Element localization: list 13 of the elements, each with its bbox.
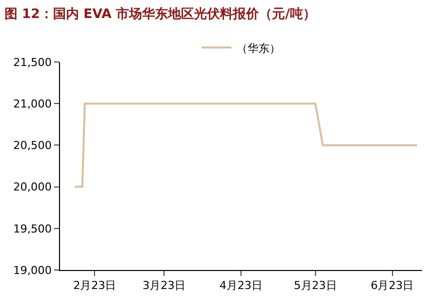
y-tick-label: 21,500: [13, 56, 52, 69]
y-tick-label: 19,000: [13, 264, 52, 277]
x-tick-label: 4月23日: [220, 279, 262, 292]
y-tick-label: 21,000: [13, 97, 52, 110]
legend-label: （华东）: [236, 42, 280, 55]
chart-title: 图 12：国内 EVA 市场华东地区光伏料报价（元/吨）: [4, 6, 316, 22]
y-tick-label: 19,500: [13, 222, 52, 236]
x-tick-label: 6月23日: [370, 279, 414, 292]
y-tick-label: 20,500: [13, 139, 52, 152]
y-tick-label: 20,000: [13, 180, 52, 194]
x-tick-label: 2月23日: [73, 279, 116, 292]
x-tick-label: 5月23日: [294, 279, 337, 292]
x-tick-label: 3月23日: [142, 279, 186, 292]
